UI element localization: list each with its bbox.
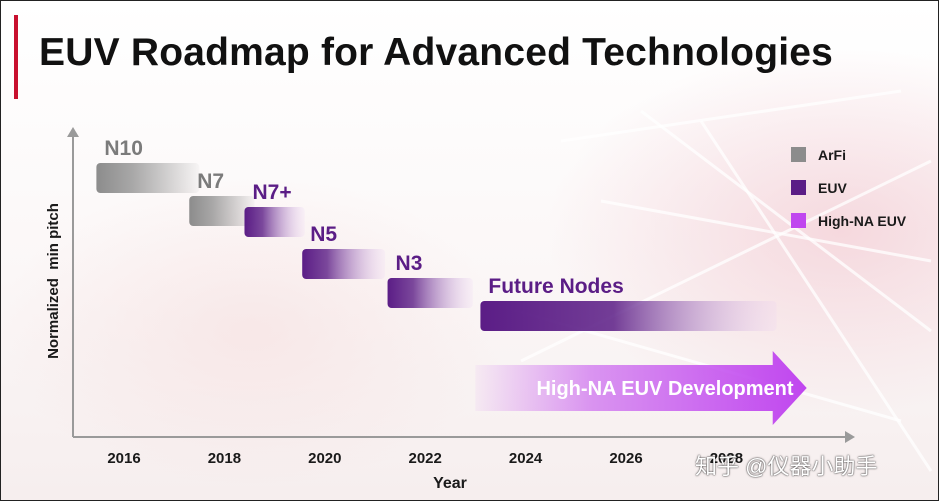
y-axis-arrowhead [67, 127, 79, 137]
x-tick-label: 2020 [308, 450, 341, 467]
chart-legend: ArFi EUV High-NA EUV [791, 147, 907, 229]
legend-label: ArFi [818, 147, 846, 163]
watermark: 知乎 @仪器小助手 [695, 454, 878, 479]
node-label: N7+ [252, 181, 291, 204]
light-streak [640, 109, 932, 333]
x-tick-label: 2016 [107, 450, 140, 467]
light-streak [699, 120, 933, 472]
node-label: N3 [396, 252, 423, 275]
x-axis-arrowhead [845, 431, 855, 443]
node-label: N5 [310, 223, 337, 246]
x-tick-label: 2024 [509, 450, 543, 467]
legend-swatch [791, 147, 806, 162]
x-tick-label: 2018 [208, 450, 241, 467]
high-na-development-label: High-NA EUV Development [536, 378, 793, 400]
light-streak [600, 199, 932, 263]
legend-swatch [791, 213, 806, 228]
node-bar [480, 301, 777, 331]
x-tick-label: 2028 [710, 450, 743, 467]
node-bar [387, 278, 473, 308]
node-bar [96, 163, 200, 193]
node-bar [244, 207, 305, 237]
high-na-development-arrow [475, 351, 807, 425]
x-axis-title: Year [433, 475, 467, 492]
node-bar [189, 196, 255, 226]
x-tick-label: 2022 [409, 450, 442, 467]
title-accent-bar [14, 15, 18, 99]
node-label: N7 [197, 170, 224, 193]
node-label: N10 [104, 137, 143, 160]
legend-swatch [791, 180, 806, 195]
legend-label: High-NA EUV [818, 213, 907, 229]
chart-axes: 2016 2018 2020 2022 2024 2026 2028 Year Normaliz… [45, 127, 855, 492]
y-axis-title: Normalized min pitch [45, 203, 62, 359]
light-streak [560, 89, 902, 143]
slide-title: EUV Roadmap for Advanced Technologies [39, 31, 834, 74]
x-tick-label: 2026 [609, 450, 642, 467]
node-label: Future Nodes [488, 275, 623, 298]
node-bar [302, 249, 386, 279]
legend-label: EUV [818, 180, 847, 196]
node-bars: N10 N7 N7+ N5 N3 Future Nodes High-NA EUV Deve… [96, 137, 807, 425]
